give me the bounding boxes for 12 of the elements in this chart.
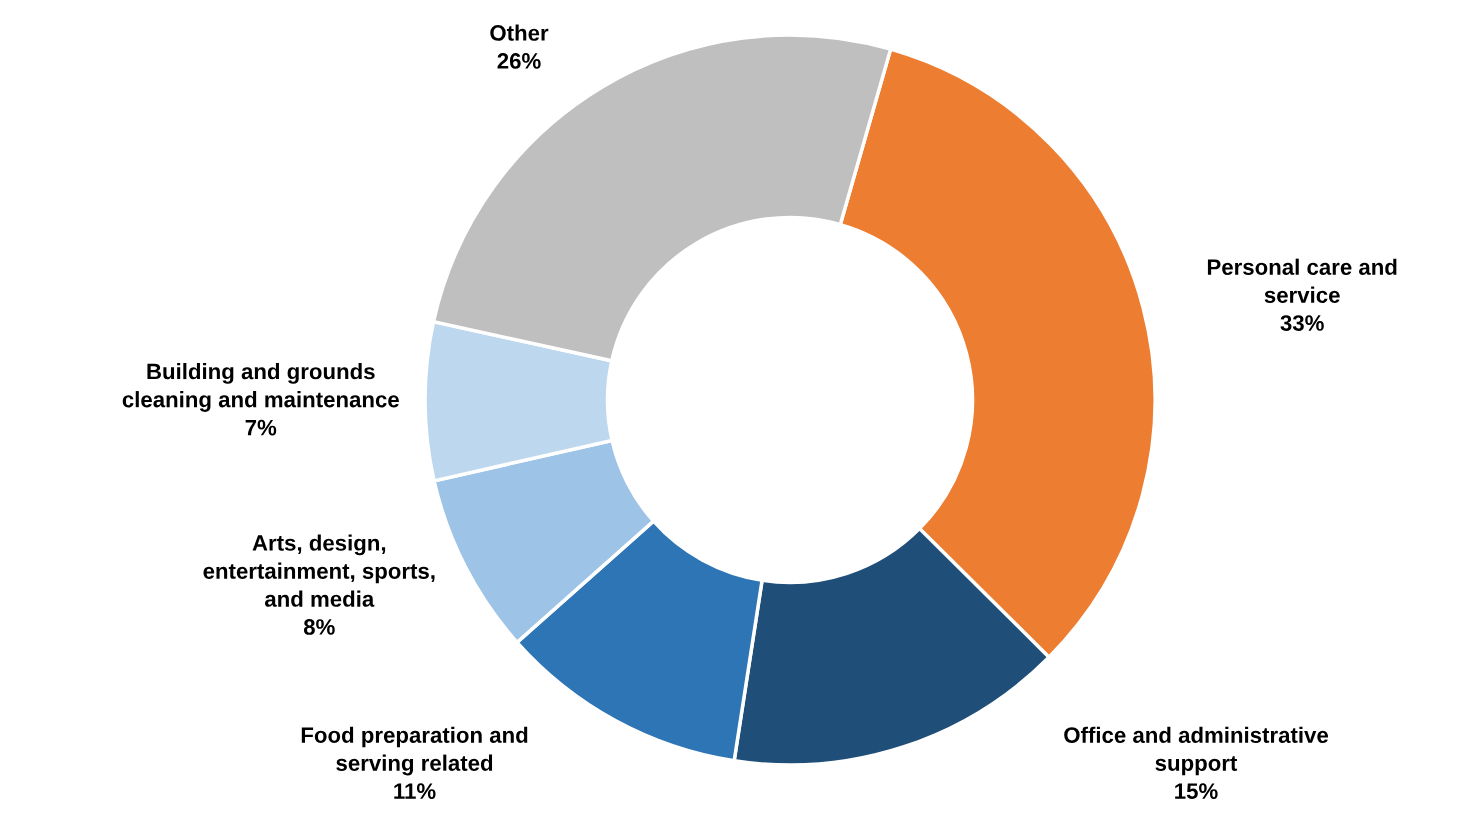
data-label: 7% [245,419,277,436]
slice-label: Building and grounds cleaning and maintenance [122,363,399,412]
slice-label: Food preparation and serving related [301,726,528,776]
data-label: 33% [1280,315,1324,331]
slice-label: Office and administrative support [1064,726,1329,776]
data-label: 11% [394,783,436,799]
slice-label: Other [490,24,549,41]
data-label: 15% [1175,783,1218,799]
data-label: 8% [303,619,335,635]
data-label: 26% [497,53,541,69]
slice-label: Personal care and service [1207,258,1397,303]
slice-label: Arts, design, entertainment, sports, and media [203,534,435,607]
